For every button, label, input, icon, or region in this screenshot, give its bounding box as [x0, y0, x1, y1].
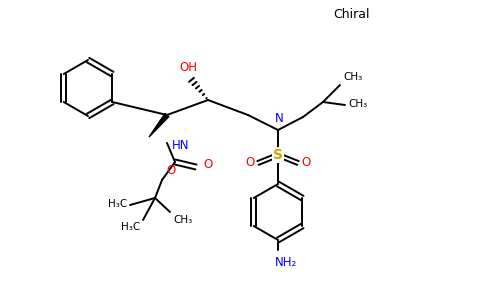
Text: O: O [203, 158, 212, 172]
Text: Chiral: Chiral [334, 8, 370, 22]
Text: HN: HN [172, 139, 190, 152]
Text: NH₂: NH₂ [275, 256, 297, 269]
Text: CH₃: CH₃ [173, 215, 192, 225]
Polygon shape [149, 113, 169, 137]
Text: S: S [273, 148, 283, 162]
Text: O: O [302, 155, 311, 169]
Text: O: O [166, 164, 175, 177]
Text: CH₃: CH₃ [343, 72, 362, 82]
Text: O: O [245, 155, 255, 169]
Text: OH: OH [179, 61, 197, 74]
Text: N: N [274, 112, 283, 125]
Text: H₃C: H₃C [108, 199, 127, 209]
Text: CH₃: CH₃ [348, 99, 367, 109]
Text: H₃C: H₃C [121, 222, 140, 232]
